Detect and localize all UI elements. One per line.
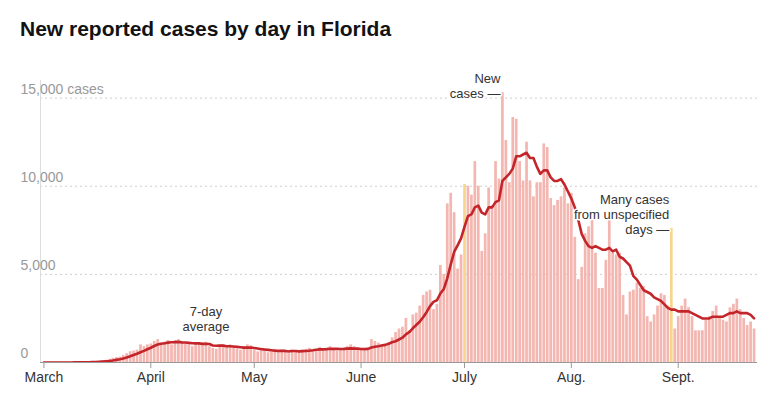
svg-text:Newcases —: Newcases — — [450, 71, 501, 101]
svg-text:10,000: 10,000 — [21, 169, 64, 185]
svg-text:June: June — [346, 369, 377, 385]
svg-text:Aug.: Aug. — [557, 369, 586, 385]
svg-text:Many casesfrom unspecifieddays: Many casesfrom unspecifieddays — — [574, 192, 670, 237]
svg-text:5,000: 5,000 — [21, 257, 56, 273]
svg-text:0: 0 — [21, 345, 29, 361]
svg-text:March: March — [24, 369, 63, 385]
svg-text:May: May — [241, 369, 267, 385]
svg-text:7-dayaverage: 7-dayaverage — [182, 304, 229, 334]
svg-text:Sept.: Sept. — [662, 369, 695, 385]
html-text:New reported cases by day in F: New reported cases by day in Florida — [20, 17, 392, 40]
svg-text:April: April — [137, 369, 165, 385]
svg-text:July: July — [452, 369, 477, 385]
svg-text:15,000 cases: 15,000 cases — [21, 81, 104, 97]
